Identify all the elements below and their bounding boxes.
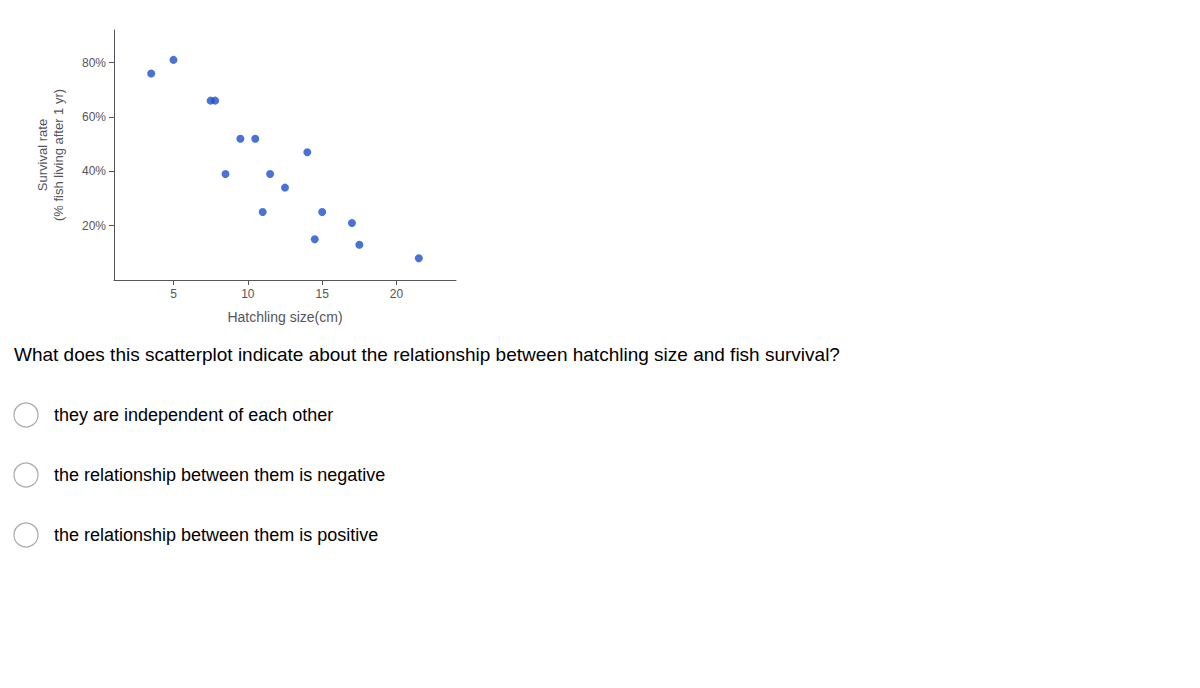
svg-text:they are independent of each o: they are independent of each other [54,405,333,425]
svg-text:Survival rate: Survival rate [35,119,50,191]
svg-text:What does this scatterplot ind: What does this scatterplot indicate abou… [14,344,840,365]
svg-text:40%: 40% [82,164,106,178]
svg-text:Hatchling size(cm): Hatchling size(cm) [227,309,342,325]
svg-text:20%: 20% [82,219,106,233]
svg-text:5: 5 [170,287,177,301]
svg-text:60%: 60% [82,110,106,124]
svg-text:the relationship between them: the relationship between them is positiv… [54,525,378,545]
svg-text:15: 15 [315,287,329,301]
svg-text:10: 10 [241,287,255,301]
svg-text:80%: 80% [82,56,106,70]
svg-text:the relationship between them: the relationship between them is negativ… [54,465,385,485]
svg-text:20: 20 [390,287,404,301]
svg-text:(% fish living after 1 yr): (% fish living after 1 yr) [51,89,66,221]
